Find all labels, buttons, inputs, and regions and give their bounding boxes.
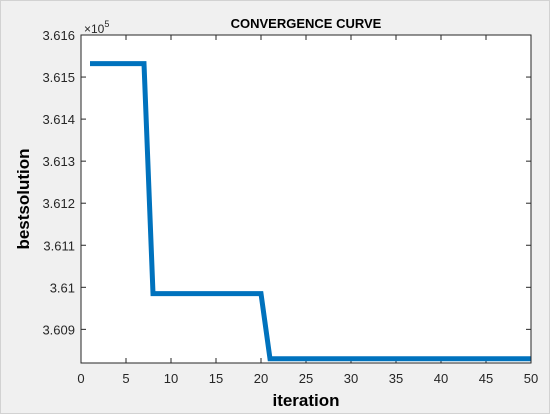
x-tick-label: 45: [479, 371, 493, 386]
chart-title: CONVERGENCE CURVE: [231, 16, 382, 31]
x-tick-label: 15: [209, 371, 223, 386]
y-tick-label: 3.614: [42, 112, 75, 127]
x-tick-label: 20: [254, 371, 268, 386]
x-tick-label: 5: [122, 371, 129, 386]
y-tick-label: 3.609: [42, 322, 75, 337]
y-tick-label: 3.61: [50, 280, 75, 295]
y-tick-label: 3.616: [42, 28, 75, 43]
x-tick-label: 40: [434, 371, 448, 386]
x-tick-label: 30: [344, 371, 358, 386]
y-axis-exponent: ×105: [84, 19, 109, 36]
y-exponent-base: ×10: [84, 22, 105, 36]
y-tick-label: 3.615: [42, 70, 75, 85]
x-tick-label: 10: [164, 371, 178, 386]
convergence-line: [90, 61, 531, 362]
plot-area: [81, 35, 531, 363]
y-axis-label: bestsolution: [14, 148, 33, 249]
x-tick-label: 25: [299, 371, 313, 386]
x-tick-label: 35: [389, 371, 403, 386]
x-tick-label: 0: [77, 371, 84, 386]
x-tick-label: 50: [524, 371, 538, 386]
y-tick-label: 3.611: [43, 238, 75, 253]
axes-box: [80, 34, 532, 364]
y-tick-label: 3.612: [42, 196, 75, 211]
y-tick-label: 3.613: [42, 154, 75, 169]
y-exponent-power: 5: [104, 19, 109, 29]
x-axis-label: iteration: [272, 391, 339, 410]
